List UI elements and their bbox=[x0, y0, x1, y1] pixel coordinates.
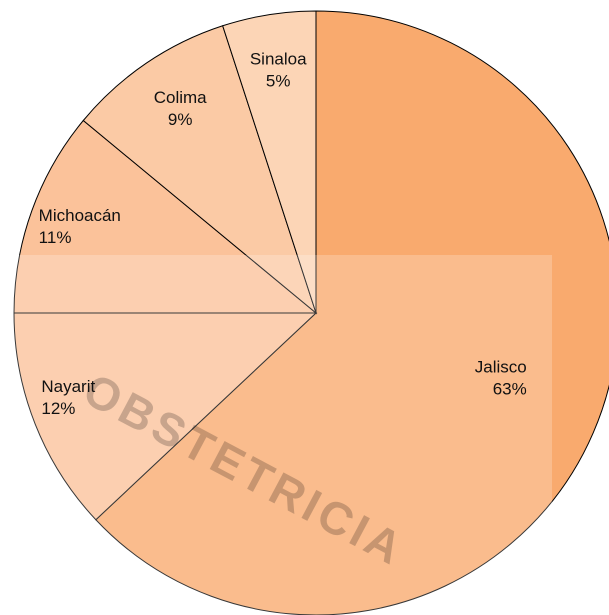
overlay bbox=[13, 255, 552, 615]
pie-slice bbox=[95, 10, 609, 615]
slice-value: 9% bbox=[168, 110, 193, 129]
slices bbox=[13, 10, 609, 615]
pie-slice bbox=[13, 119, 318, 314]
pie-slice bbox=[82, 25, 318, 315]
slice-value: 11% bbox=[39, 228, 72, 247]
slice-label: Jalisco bbox=[475, 358, 527, 377]
slice-label: Nayarit bbox=[41, 377, 95, 396]
slice-label: Sinaloa bbox=[250, 49, 307, 68]
slice-value: 12% bbox=[41, 399, 75, 418]
labels: Jalisco 63% Nayarit 12% Michoacán 11% Colima 9%… bbox=[39, 49, 527, 418]
slice-label: Colima bbox=[154, 88, 207, 107]
pie-slice bbox=[222, 10, 317, 314]
slice-value: 63% bbox=[493, 380, 527, 399]
pie-slice bbox=[13, 312, 318, 521]
slice-value: 5% bbox=[266, 71, 291, 90]
slice-label: Michoacán bbox=[39, 206, 121, 225]
